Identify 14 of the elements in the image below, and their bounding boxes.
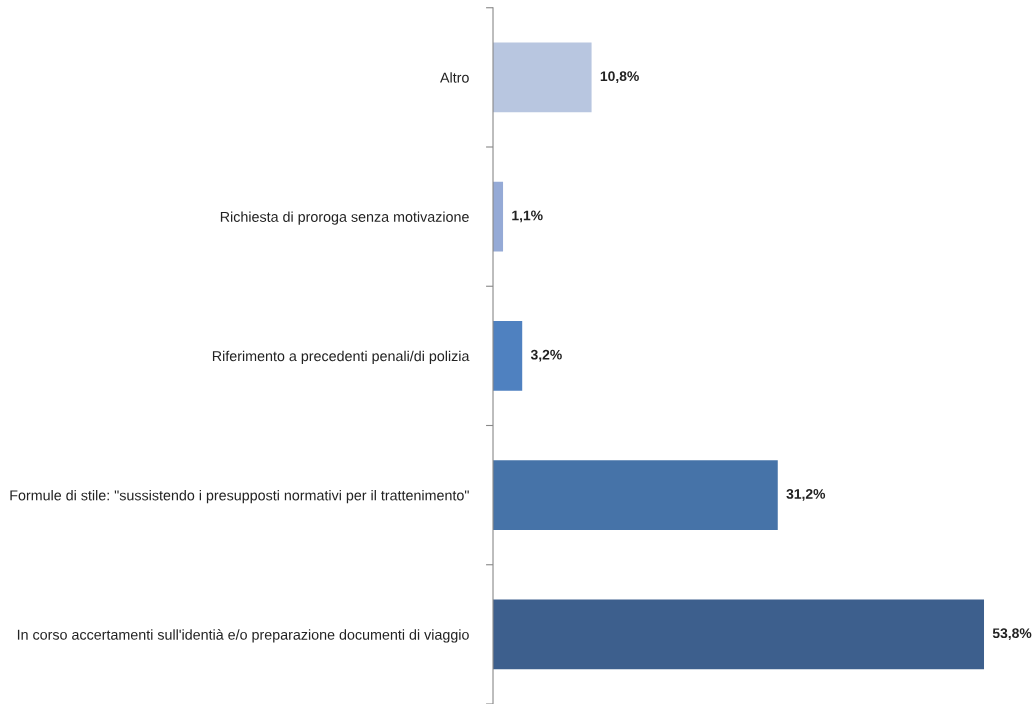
y-tick-label: Richiesta di proroga senza motivazione — [220, 211, 469, 225]
data-label: 53,8% — [992, 628, 1032, 641]
y-tick-label: In corso accertamenti sull'identià e/o preparazione documenti di viaggio — [17, 629, 469, 643]
data-label: 31,2% — [786, 489, 826, 501]
y-tick-label: Riferimento a precedenti penali/di polizia — [212, 350, 470, 365]
data-label: 3,2% — [530, 349, 562, 362]
data-label: 1,1% — [512, 210, 543, 223]
bar — [493, 321, 523, 391]
bar — [493, 460, 778, 530]
y-tick-label: Formule di stile: "sussistendo i presupposti normativi per il trattenimento" — [10, 489, 469, 504]
bar — [493, 599, 985, 670]
y-tick-label: Altro — [440, 72, 469, 83]
bar — [493, 42, 592, 113]
data-label: 10,8% — [600, 71, 639, 84]
